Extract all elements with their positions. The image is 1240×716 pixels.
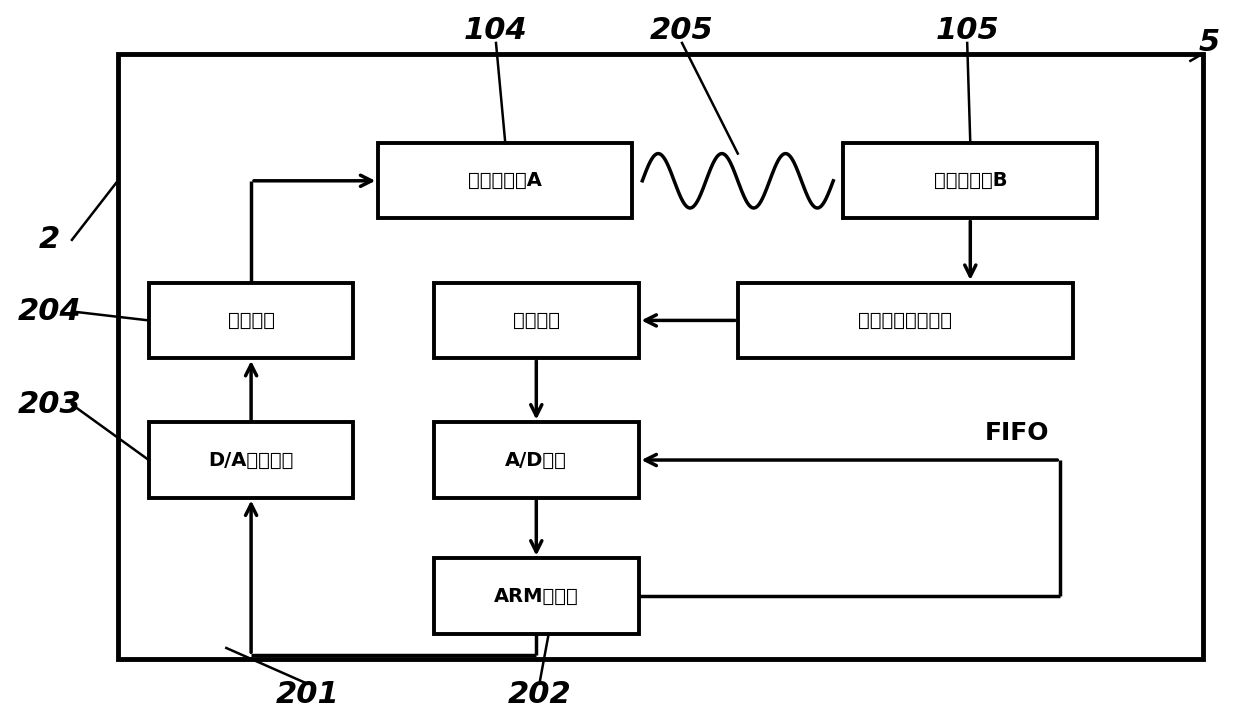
Bar [434,283,639,358]
Text: 104: 104 [464,16,528,44]
Text: 有源带通滤波电路: 有源带通滤波电路 [858,311,952,330]
Text: 5: 5 [1198,29,1220,57]
Bar [843,143,1097,218]
Text: D/A转换电路: D/A转换电路 [208,450,294,470]
Bar [434,558,639,634]
Text: A/D芯片: A/D芯片 [506,450,567,470]
Text: 超声换能器A: 超声换能器A [469,171,542,190]
Bar [149,422,353,498]
Text: 202: 202 [507,680,572,709]
Bar [149,283,353,358]
Text: 201: 201 [275,680,340,709]
Text: 2: 2 [38,226,61,254]
Text: 驱动电路: 驱动电路 [228,311,274,330]
Text: FIFO: FIFO [985,421,1049,445]
Text: 205: 205 [650,16,714,44]
Text: 203: 203 [17,390,82,419]
Text: ARM处理器: ARM处理器 [494,586,579,606]
Text: 超声换能器B: 超声换能器B [934,171,1007,190]
Text: 放大电路: 放大电路 [513,311,559,330]
Bar [378,143,632,218]
Bar [118,54,1203,659]
Text: 105: 105 [935,16,999,44]
Bar [434,422,639,498]
Text: 204: 204 [17,297,82,326]
Bar [738,283,1073,358]
